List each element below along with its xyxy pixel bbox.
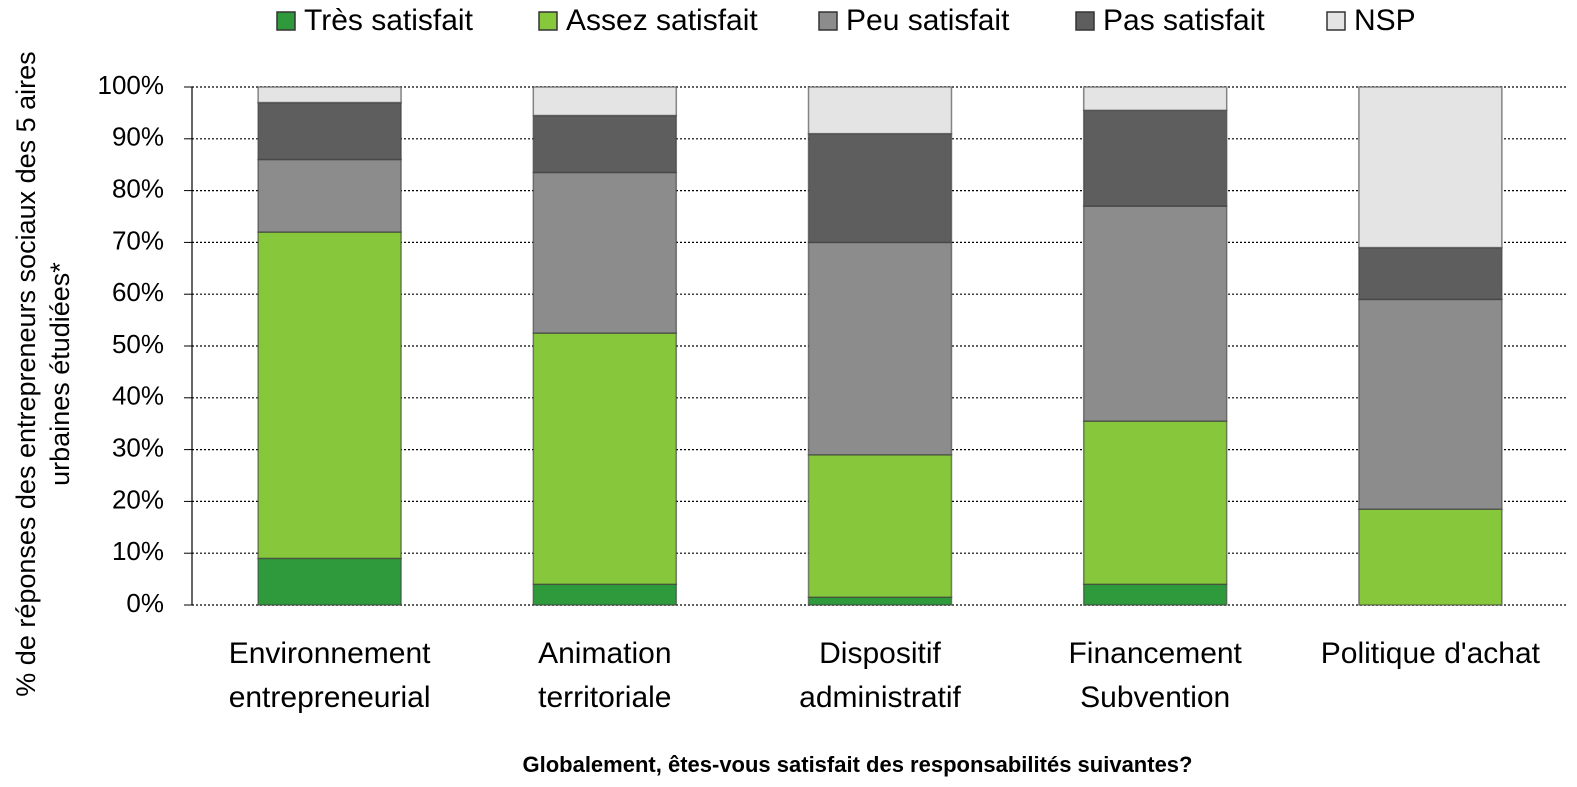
bar-segment (1082, 205, 1228, 422)
bar-segment (532, 332, 678, 586)
legend-label: Peu satisfait (846, 4, 1010, 37)
bar-segment (1082, 420, 1228, 586)
bar-segment (807, 596, 953, 606)
y-tick-label: 60% (112, 277, 164, 307)
bar-segment (1082, 109, 1228, 207)
bar-segment (1358, 298, 1503, 510)
y-tick-label: 40% (112, 381, 164, 411)
legend-swatch (1075, 11, 1095, 31)
bar-segment (532, 114, 678, 174)
bar-segment (257, 86, 402, 104)
y-tick-label: 80% (112, 173, 164, 203)
y-tick-label: 70% (112, 225, 164, 255)
bar-segment (257, 557, 402, 606)
y-tick-label: 30% (112, 432, 164, 462)
legend-label: Très satisfait (304, 4, 474, 37)
bar-segment (532, 583, 678, 606)
bar-segment (257, 101, 402, 161)
legend-label: NSP (1354, 4, 1416, 37)
bar-segment (807, 132, 953, 244)
bar-segment (1358, 86, 1503, 249)
y-tick-label: 50% (112, 329, 164, 359)
x-tick-label: Animation territoriale (538, 637, 672, 714)
y-tick-label: 10% (112, 536, 164, 566)
x-tick-label: Environnement entrepreneurial (228, 637, 431, 714)
x-tick-label: Politique d'achat (1320, 637, 1540, 670)
y-axis-title: % de réponses des entrepreneurs sociaux … (11, 51, 75, 697)
bar-segment (807, 86, 953, 135)
legend-swatch (538, 11, 558, 31)
bar-segment (1358, 246, 1503, 301)
x-tick-label: Dispositif administratif (799, 637, 961, 714)
bar-segment (1082, 583, 1228, 606)
legend-swatch (818, 11, 838, 31)
bar-segment (807, 241, 953, 456)
x-axis-title: Globalement, êtes-vous satisfait des res… (522, 752, 1193, 777)
bar-segment (257, 231, 402, 560)
y-tick-label: 20% (112, 484, 164, 514)
legend-swatch (1326, 11, 1346, 31)
legend-label: Assez satisfait (566, 4, 758, 37)
legend-label: Pas satisfait (1103, 4, 1265, 37)
bar-segment (1358, 508, 1503, 606)
y-tick-label: 0% (126, 588, 164, 618)
bar-segment (1082, 86, 1228, 112)
bar-segment (807, 454, 953, 598)
x-tick-label: Financement Subvention (1068, 637, 1242, 714)
bar-segment (532, 171, 678, 334)
y-tick-label: 100% (98, 70, 165, 100)
y-tick-label: 90% (112, 122, 164, 152)
legend-swatch (276, 11, 296, 31)
bar-segment (257, 158, 402, 233)
bar-segment (532, 86, 678, 117)
